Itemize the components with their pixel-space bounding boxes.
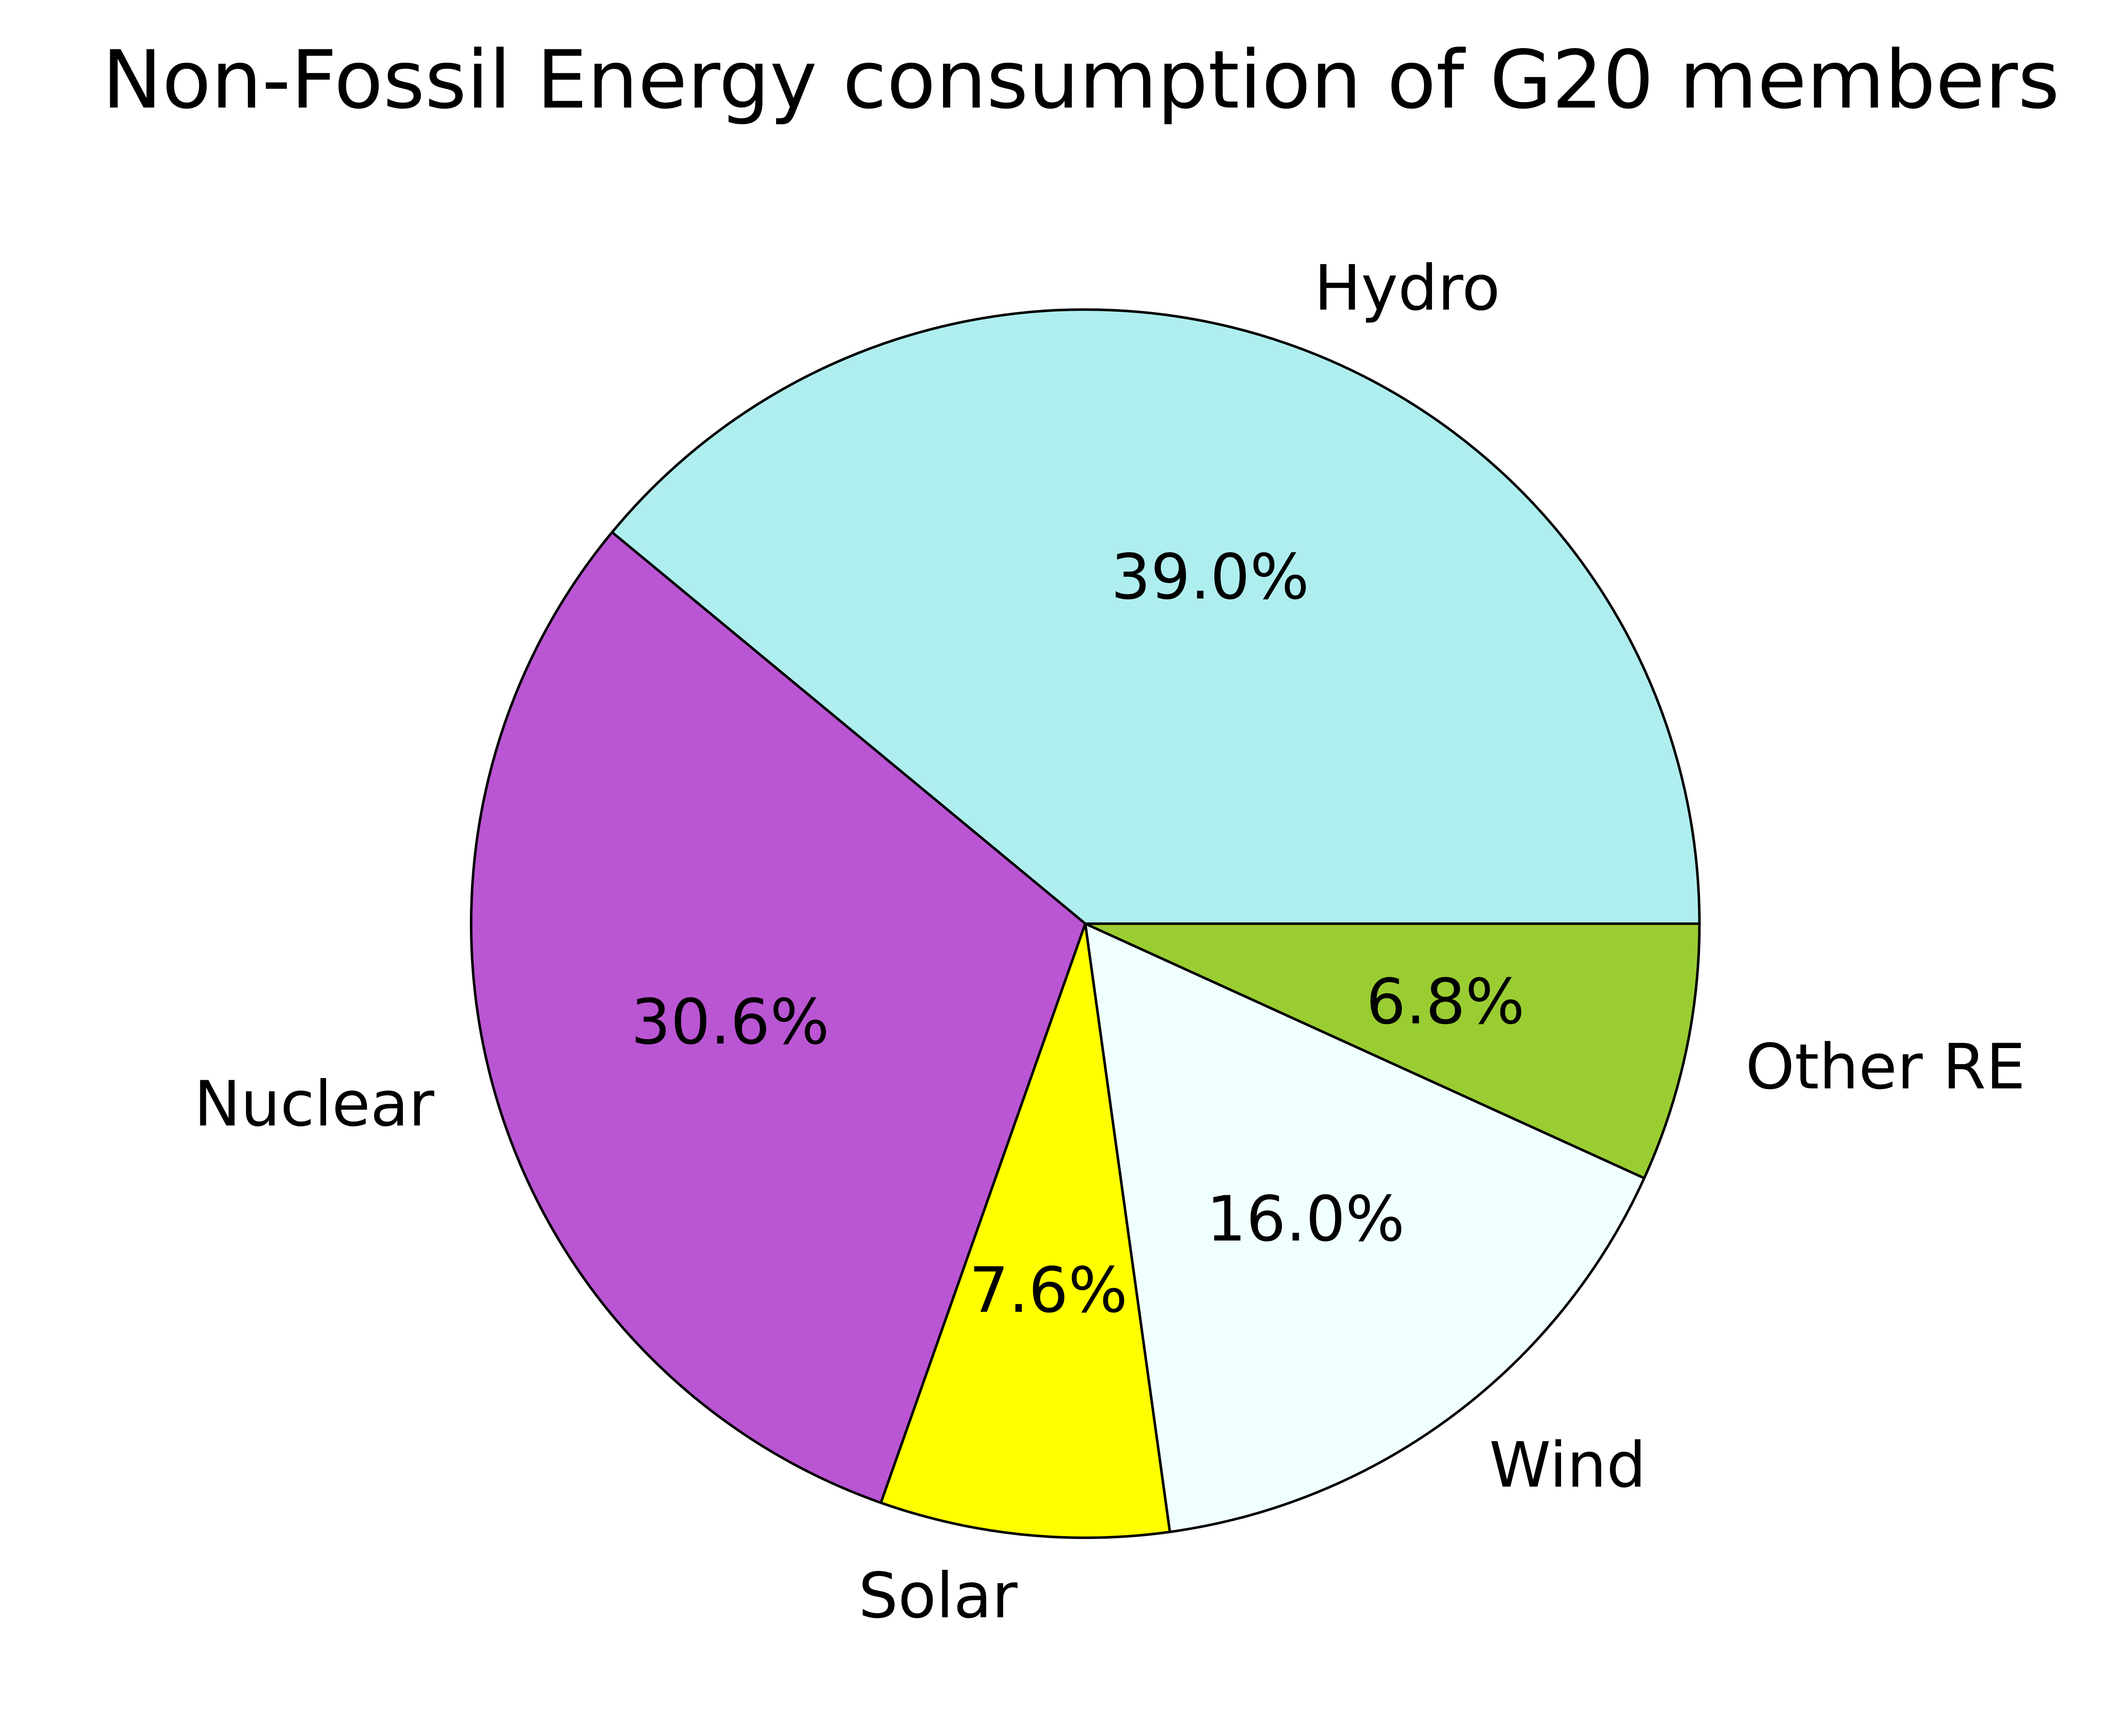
pie-labels: Hydro 39.0% Nuclear 30.6% Solar 7.6% Wind 16.0%… <box>194 252 2025 1632</box>
pie-slice-solar <box>879 922 1171 1539</box>
pie-slice-hydro <box>611 308 1701 925</box>
slice-label-nuclear: Nuclear <box>194 1067 434 1140</box>
slice-label-wind: Wind <box>1489 1429 1646 1501</box>
pct-label-wind: 16.0% <box>1206 1183 1405 1255</box>
pie-slice-nuclear <box>469 531 1087 1504</box>
slice-label-other-re: Other RE <box>1745 1031 2025 1103</box>
chart-title: Non-Fossil Energy consumption of G20 mem… <box>102 33 2060 127</box>
pct-label-nuclear: 30.6% <box>631 986 829 1058</box>
pct-label-other-re: 6.8% <box>1366 965 1525 1038</box>
pie-slices <box>469 308 1701 1539</box>
slice-label-hydro: Hydro <box>1314 252 1500 324</box>
pct-label-hydro: 39.0% <box>1111 541 1309 613</box>
pct-label-solar: 7.6% <box>969 1254 1127 1326</box>
pie-slice-other-re <box>1084 922 1701 1180</box>
pie-slice-wind <box>1084 922 1646 1534</box>
slice-label-solar: Solar <box>858 1560 1017 1632</box>
